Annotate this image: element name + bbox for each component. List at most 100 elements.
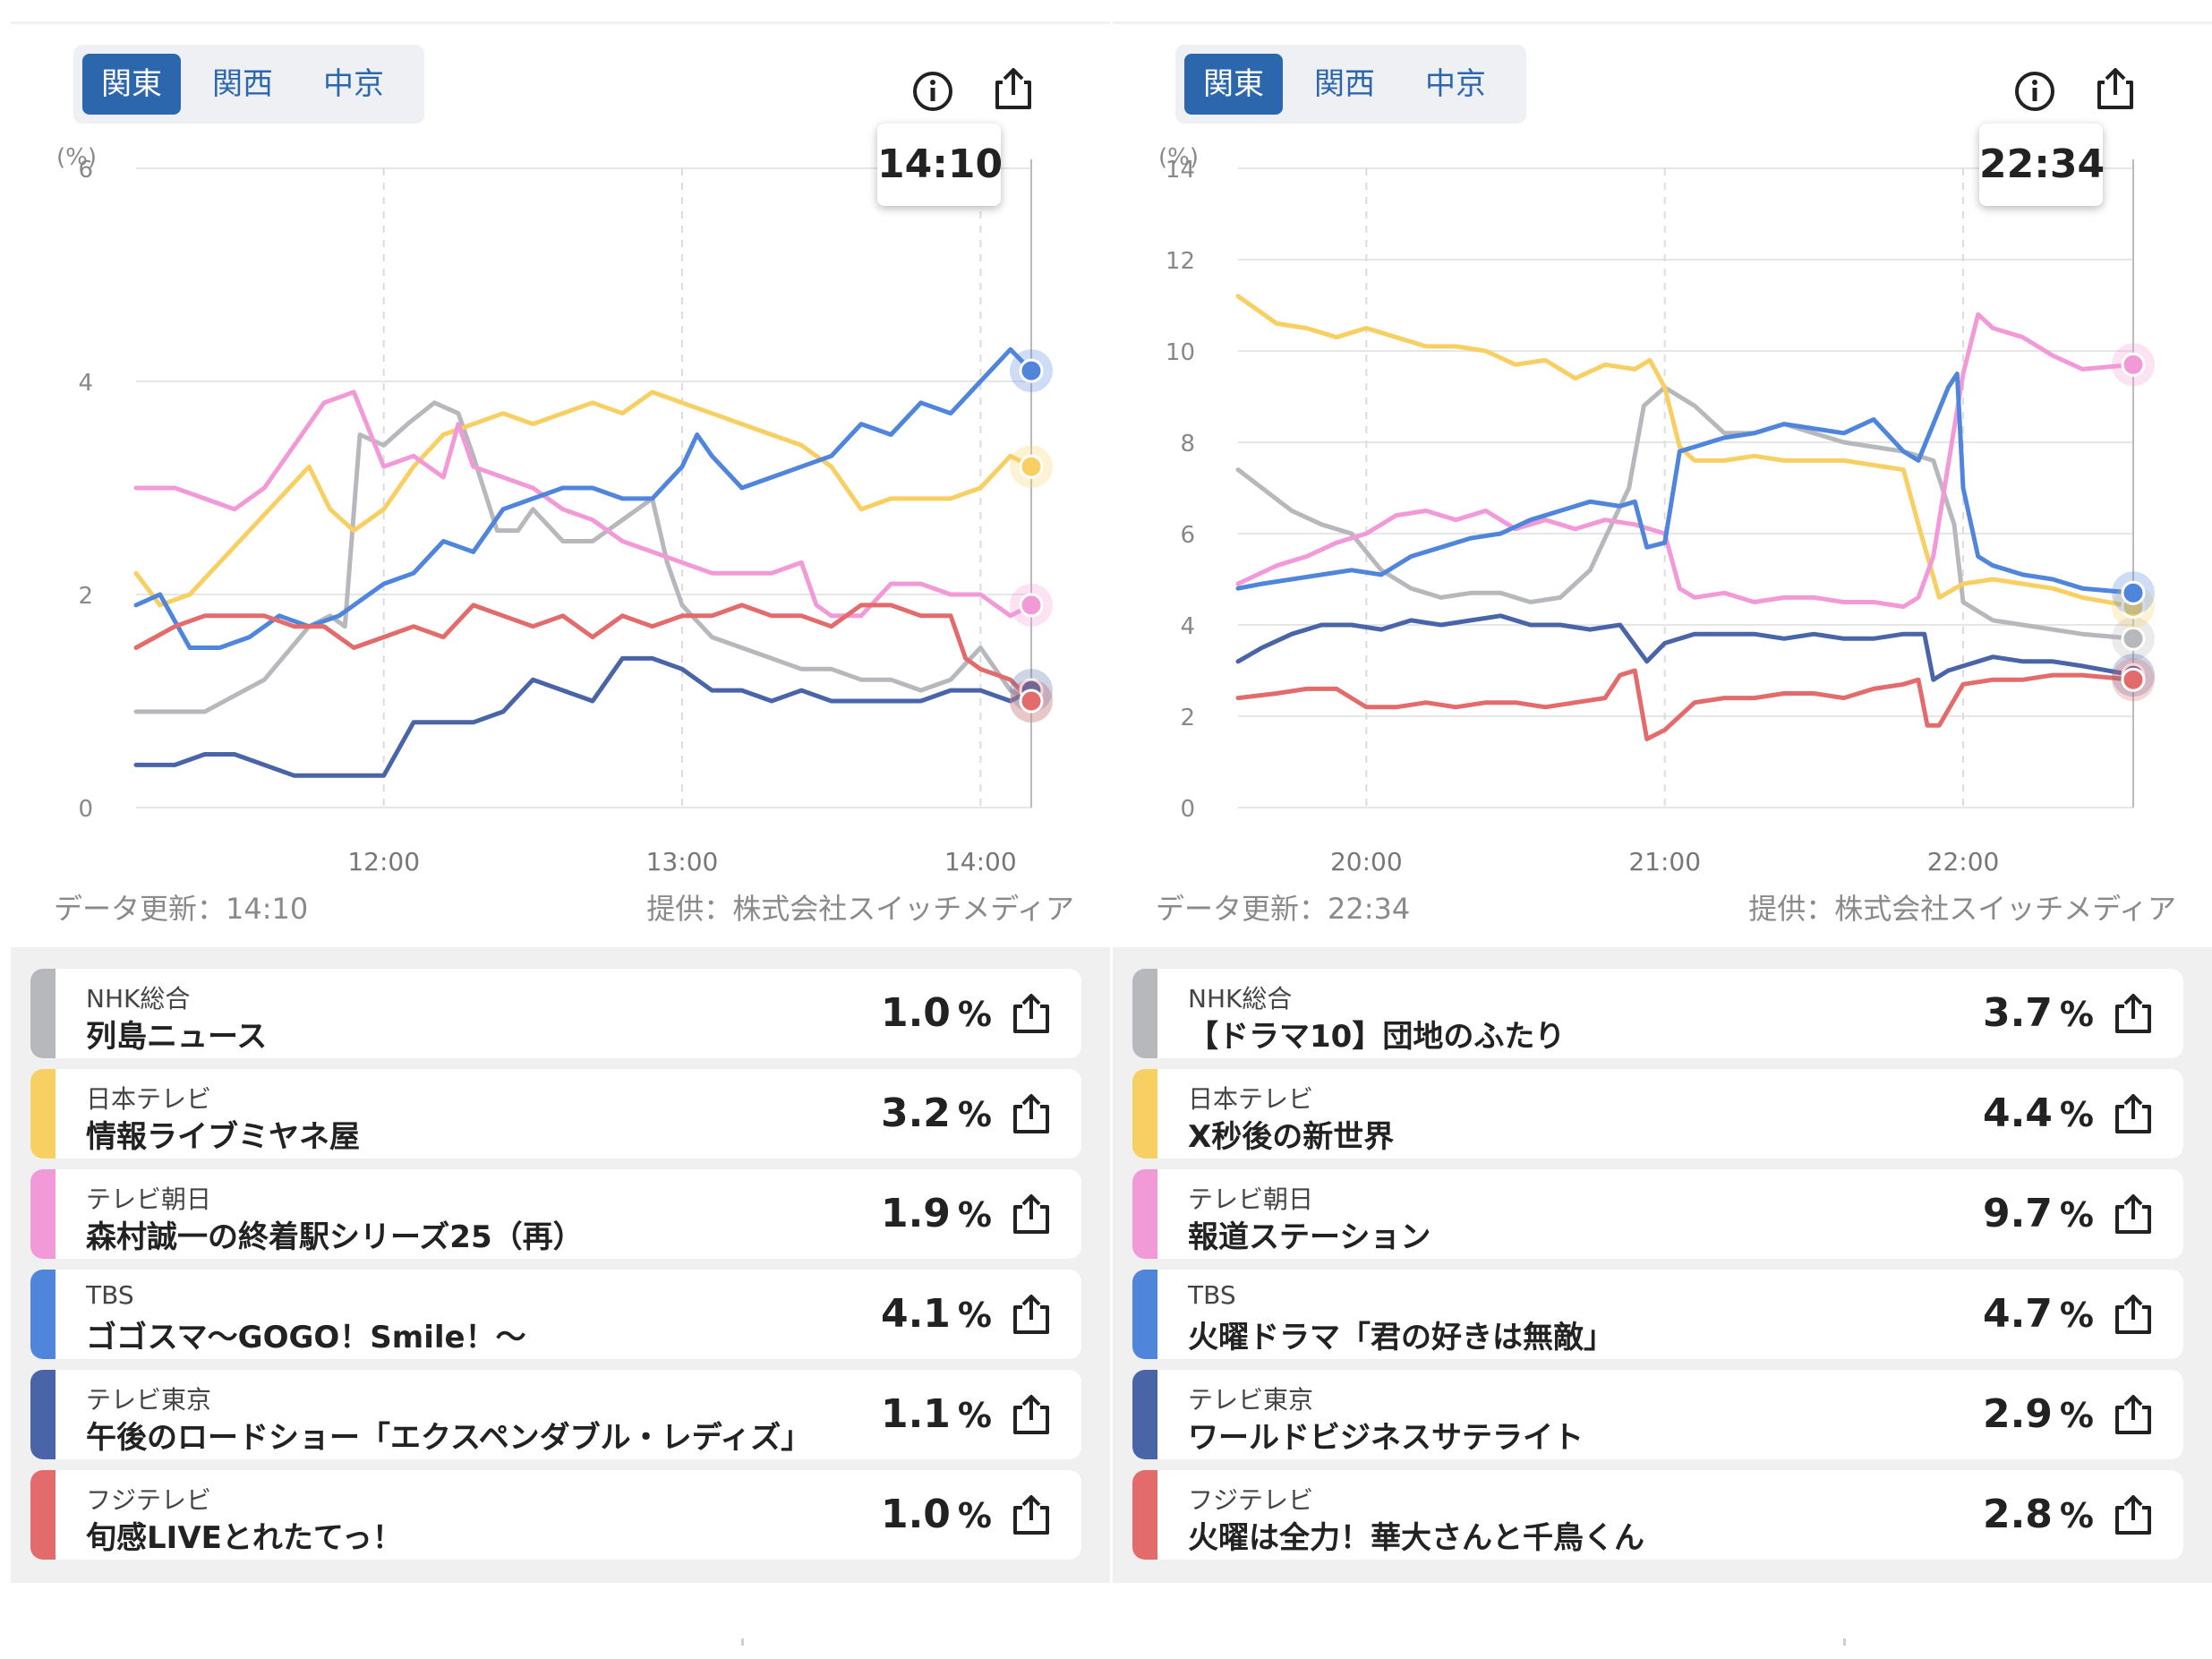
y-tick-label: 0 <box>1180 796 1195 823</box>
share-icon[interactable] <box>2110 1090 2156 1137</box>
rating-number: 9.7 <box>1982 1191 2053 1236</box>
share-icon[interactable] <box>2110 1291 2156 1338</box>
program-row-tx[interactable]: テレビ東京 午後のロードショー「エクスペンダブル・レディズ」 1.1% <box>30 1370 1081 1459</box>
share-icon[interactable] <box>2110 990 2156 1037</box>
program-title: 旬感LIVEとれたてっ！ <box>86 1520 403 1556</box>
y-tick-label: 12 <box>1166 248 1195 275</box>
rating-unit: % <box>2059 995 2094 1034</box>
channel-color-bar <box>1132 969 1157 1058</box>
series-line-ntv <box>1235 294 2136 610</box>
data-credit-label: 提供：株式会社スイッチメディア <box>1748 892 2176 926</box>
program-title: 火曜ドラマ「君の好きは無敵」 <box>1188 1320 1614 1355</box>
program-row-ntv[interactable]: 日本テレビ 情報ライブミヤネ屋 3.2% <box>30 1069 1081 1159</box>
region-tab-kanto[interactable]: 関東 <box>1184 54 1283 115</box>
program-title: 列島ニュース <box>86 1019 268 1055</box>
y-tick-label: 10 <box>1166 339 1195 366</box>
info-icon[interactable] <box>2008 63 2062 116</box>
program-list: NHK総合 【ドラマ10】団地のふたり 3.7% 日本テレビ X秒後の新世界 4… <box>1113 947 2212 1583</box>
rating-value: 2.9% <box>1983 1391 2094 1437</box>
series-marker-ntv <box>1019 454 1044 479</box>
rating-unit: % <box>957 995 992 1034</box>
rating-unit: % <box>2059 1095 2094 1134</box>
program-row-tbs[interactable]: TBS ゴゴスマ～GOGO！Smile！～ 4.1% <box>30 1270 1081 1359</box>
rating-number: 2.9 <box>1982 1391 2053 1437</box>
series-line-cx <box>1235 668 2136 741</box>
program-row-ex[interactable]: テレビ朝日 森村誠一の終着駅シリーズ25（再） 1.9% <box>30 1169 1081 1259</box>
top-divider <box>1113 21 2212 24</box>
program-list: NHK総合 列島ニュース 1.0% 日本テレビ 情報ライブミヤネ屋 3.2% テ… <box>11 947 1110 1583</box>
info-icon[interactable] <box>906 63 960 116</box>
station-name: TBS <box>1188 1280 1236 1310</box>
share-icon[interactable] <box>1008 1090 1055 1137</box>
rating-number: 3.2 <box>880 1090 951 1136</box>
station-name: TBS <box>86 1280 134 1310</box>
program-row-nhk[interactable]: NHK総合 列島ニュース 1.0% <box>30 969 1081 1058</box>
station-name: フジテレビ <box>86 1485 212 1515</box>
series-line-nhk <box>1235 385 2136 641</box>
region-tab-kansai[interactable]: 関西 <box>1314 66 1375 102</box>
channel-color-bar <box>30 969 56 1058</box>
series-marker-ex <box>1019 593 1044 618</box>
series-marker-tbs <box>1019 358 1044 383</box>
channel-color-bar <box>1132 1470 1157 1560</box>
program-row-tx[interactable]: テレビ東京 ワールドビジネスサテライト 2.9% <box>1132 1370 2183 1459</box>
y-tick-label: 14 <box>1166 157 1195 184</box>
ratings-line-chart: 0 2 4 6 8 10 12 14(%) 20:00 21:00 22:00 <box>1158 144 2155 877</box>
share-icon[interactable] <box>1008 1391 1055 1438</box>
share-icon[interactable] <box>2110 1391 2156 1438</box>
region-tab-chukyo[interactable]: 中京 <box>323 66 384 102</box>
rating-number: 4.7 <box>1982 1291 2053 1337</box>
program-title: X秒後の新世界 <box>1188 1119 1395 1155</box>
y-axis-label: (%) <box>56 144 97 171</box>
share-icon[interactable] <box>2110 1191 2156 1237</box>
channel-color-bar <box>30 1470 56 1560</box>
rating-value: 1.0% <box>881 1492 992 1537</box>
x-tick-label: 21:00 <box>1628 847 1701 877</box>
series-line-ex <box>1235 312 2136 610</box>
program-title: 火曜は全力！華大さんと千鳥くん <box>1188 1520 1644 1556</box>
program-row-cx[interactable]: フジテレビ 旬感LIVEとれたてっ！ 1.0% <box>30 1470 1081 1560</box>
rating-number: 1.0 <box>880 1492 951 1537</box>
program-row-tbs[interactable]: TBS 火曜ドラマ「君の好きは無敵」 4.7% <box>1132 1270 2183 1359</box>
station-name: テレビ東京 <box>1188 1385 1314 1415</box>
program-row-cx[interactable]: フジテレビ 火曜は全力！華大さんと千鳥くん 2.8% <box>1132 1470 2183 1560</box>
x-tick-label: 22:00 <box>1927 847 2000 877</box>
share-icon[interactable] <box>1008 1291 1055 1338</box>
rating-number: 1.1 <box>880 1391 951 1437</box>
region-tab-kanto[interactable]: 関東 <box>82 54 181 115</box>
rating-value: 4.1% <box>881 1291 992 1337</box>
program-title: 森村誠一の終着駅シリーズ25（再） <box>86 1219 584 1255</box>
x-tick-label: 12:00 <box>347 847 420 877</box>
program-row-ntv[interactable]: 日本テレビ X秒後の新世界 4.4% <box>1132 1069 2183 1159</box>
series-line-tx <box>1235 613 2136 682</box>
ratings-panel-left: 関東 関西 中京 0 2 4 6 (%) 12:00 13:00 14:00 14:10 デー… <box>11 0 1110 1659</box>
y-tick-label: 2 <box>78 583 93 610</box>
share-icon[interactable] <box>986 63 1040 116</box>
share-icon[interactable] <box>2088 63 2142 116</box>
region-tab-group: 関東 関西 中京 <box>73 45 424 124</box>
region-tab-kansai[interactable]: 関西 <box>212 66 273 102</box>
y-tick-label: 6 <box>78 157 93 184</box>
channel-color-bar <box>30 1169 56 1259</box>
program-row-nhk[interactable]: NHK総合 【ドラマ10】団地のふたり 3.7% <box>1132 969 2183 1058</box>
program-title: ワールドビジネスサテライト <box>1188 1420 1584 1456</box>
series-marker-nhk <box>2121 626 2146 651</box>
channel-color-bar <box>1132 1270 1157 1359</box>
x-tick-label: 13:00 <box>646 847 719 877</box>
rating-unit: % <box>2059 1195 2094 1235</box>
program-row-ex[interactable]: テレビ朝日 報道ステーション 9.7% <box>1132 1169 2183 1259</box>
share-icon[interactable] <box>2110 1492 2156 1538</box>
series-marker-cx <box>1019 688 1044 714</box>
rating-number: 1.0 <box>880 990 951 1036</box>
series-line-ex <box>133 389 1034 619</box>
data-update-label: データ更新：22:34 <box>1156 892 1411 926</box>
rating-number: 1.9 <box>880 1191 951 1236</box>
current-time-badge: 22:34 <box>1979 124 2105 206</box>
share-icon[interactable] <box>1008 1492 1055 1538</box>
region-tab-chukyo[interactable]: 中京 <box>1425 66 1486 102</box>
share-icon[interactable] <box>1008 1191 1055 1237</box>
scroll-indicator <box>1843 1638 1846 1646</box>
rating-value: 4.4% <box>1983 1090 2094 1136</box>
x-tick-label: 20:00 <box>1330 847 1403 877</box>
share-icon[interactable] <box>1008 990 1055 1037</box>
